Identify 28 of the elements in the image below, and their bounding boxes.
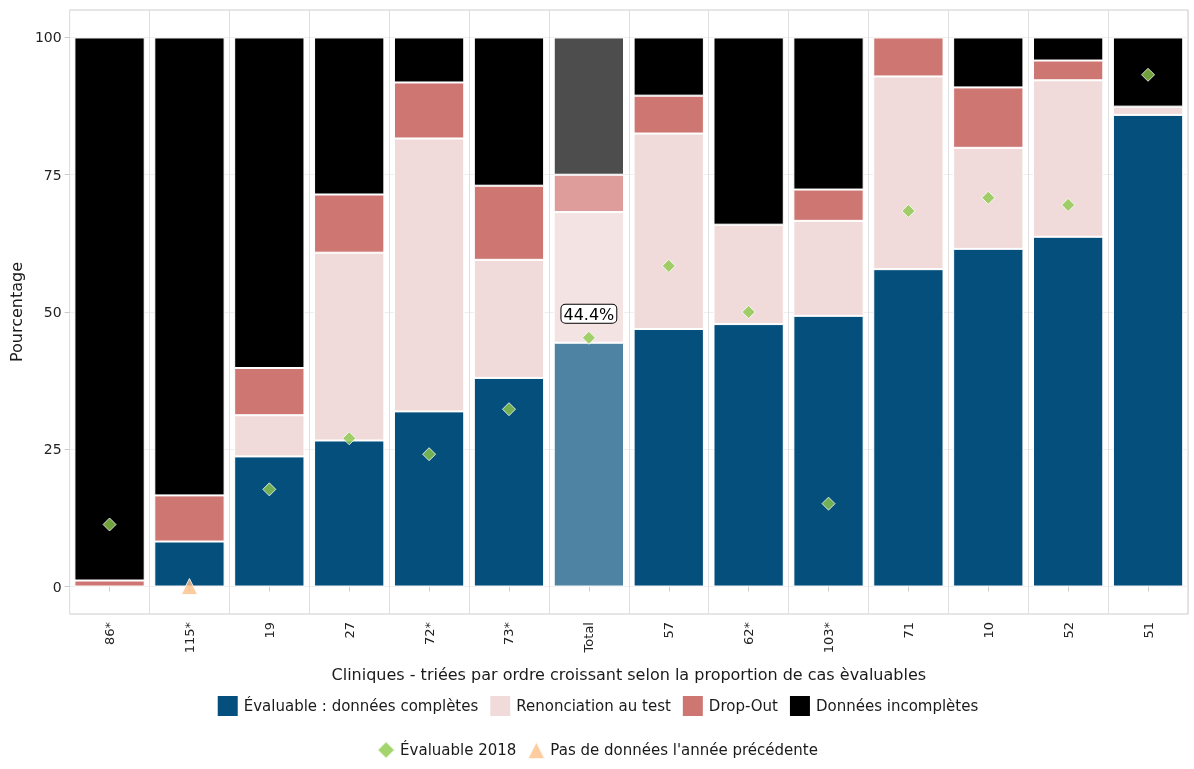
x-tick-label: 115*	[181, 621, 197, 654]
y-axis-title: Pourcentage	[6, 261, 26, 363]
y-tick-label: 0	[52, 578, 62, 595]
legend-label: Pas de données l'année précédente	[550, 741, 818, 759]
x-tick-label: 51	[1140, 622, 1156, 639]
data-label: 44.4%	[563, 305, 615, 325]
legend-label: Drop-Out	[708, 697, 779, 715]
x-tick-label: 52	[1060, 622, 1076, 639]
y-tick-label: 75	[43, 166, 62, 183]
legend-label: Évaluable 2018	[400, 740, 517, 759]
x-tick-label: 103*	[821, 621, 837, 654]
x-tick-label: 27	[341, 622, 357, 639]
x-tick-label: Total	[581, 622, 597, 654]
x-tick-label: 72*	[421, 621, 437, 646]
x-tick-label: 10	[980, 622, 996, 639]
x-tick-label: 71	[900, 622, 916, 639]
x-tick-label: 73*	[501, 621, 517, 646]
x-tick-label: 86*	[102, 621, 118, 646]
y-tick-label: 100	[34, 29, 62, 46]
legend-label: Données incomplètes	[815, 697, 979, 715]
x-tick-label: 57	[661, 622, 677, 639]
x-tick-label: 62*	[741, 621, 757, 646]
x-axis-title: Cliniques - triées par ordre croissant selon la proportion de cas èvaluables	[331, 664, 927, 684]
legend-label: Évaluable : données complètes	[243, 696, 479, 715]
legend-label: Renonciation au test	[516, 697, 671, 715]
y-tick-label: 50	[43, 304, 62, 320]
y-tick-label: 25	[43, 441, 62, 458]
x-tick-label: 19	[261, 622, 277, 639]
